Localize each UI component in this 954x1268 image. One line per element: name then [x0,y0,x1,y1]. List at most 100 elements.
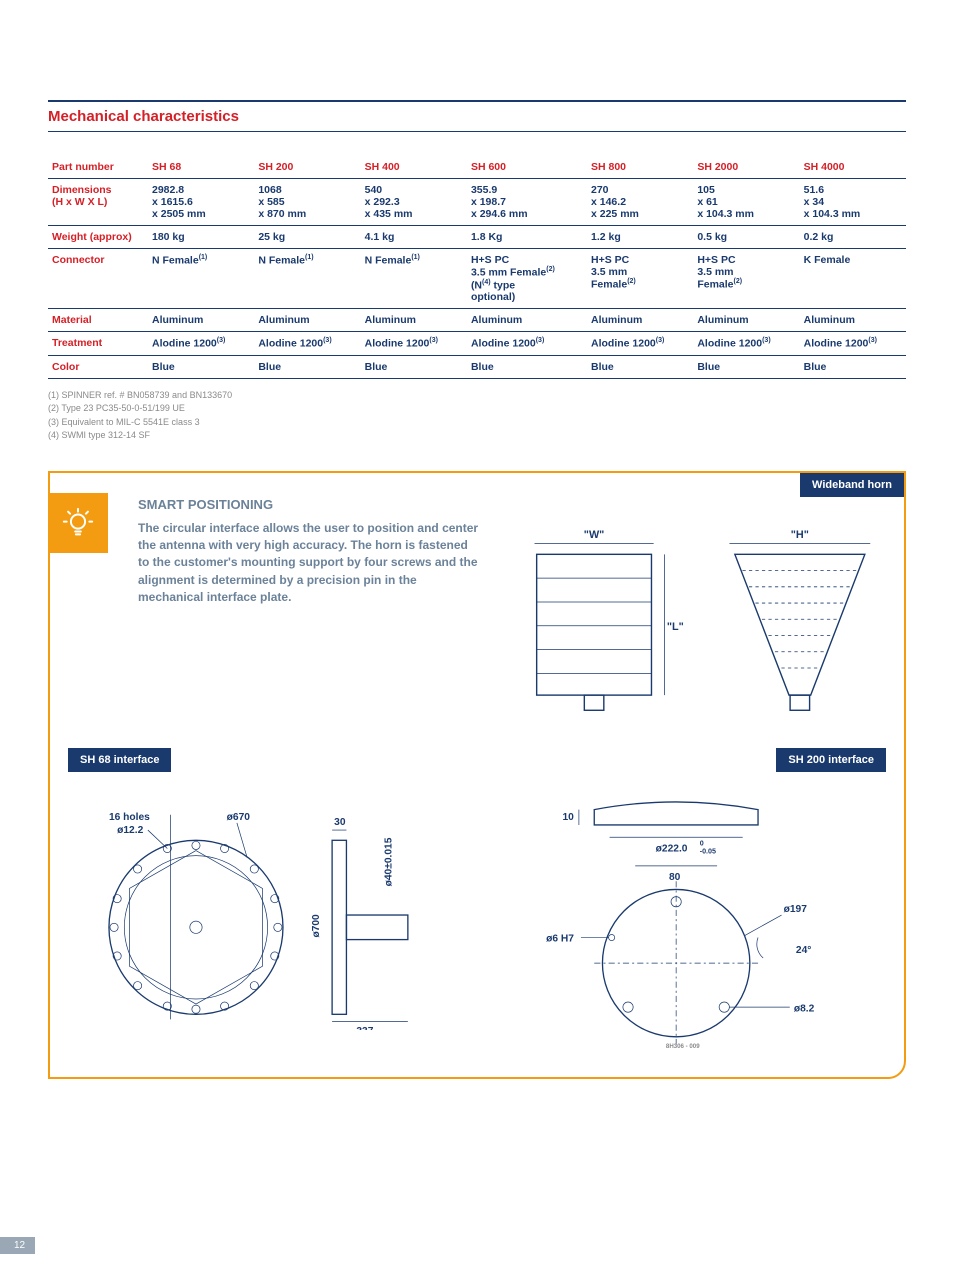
cell: 2982.8x 1615.6x 2505 mm [148,179,254,226]
sh68-w337: 337 [356,1026,373,1030]
cell: N Female(1) [148,249,254,309]
lightbulb-icon [48,493,108,553]
svg-text:-0.05: -0.05 [700,848,716,856]
cell: 25 kg [254,226,360,249]
footnote: (1) SPINNER ref. # BN058739 and BN133670 [48,389,906,403]
row-label-dim-t: Dimensions [52,184,112,196]
col-head: SH 600 [467,156,587,179]
cell: Aluminum [587,309,693,332]
cell: 1.2 kg [587,226,693,249]
col-head: SH 400 [361,156,467,179]
col-head: SH 68 [148,156,254,179]
page-number: 12 [0,1237,35,1254]
cell: 355.9x 198.7x 294.6 mm [467,179,587,226]
cell: 1068x 585x 870 mm [254,179,360,226]
horn-h-label: "H" [791,529,809,541]
cell: Blue [254,355,360,378]
cell: Alodine 1200(3) [587,332,693,356]
cell: Alodine 1200(3) [254,332,360,356]
cell: Alodine 1200(3) [148,332,254,356]
cell: 4.1 kg [361,226,467,249]
sh200-d82: ø8.2 [794,1003,815,1014]
cell: 1.8 Kg [467,226,587,249]
sh200-t10: 10 [563,812,575,823]
table-row: Weight (approx) 180 kg 25 kg 4.1 kg 1.8 … [48,226,906,249]
sh68-interface: SH 68 interface [68,748,457,1053]
sh200-ang24: 24° [796,945,811,956]
cell: Blue [693,355,799,378]
cell: Aluminum [254,309,360,332]
sh68-holes-dia: ø12.2 [117,825,143,836]
svg-text:8H306 - 009: 8H306 - 009 [666,1043,700,1050]
table-row: Connector N Female(1) N Female(1) N Fema… [48,249,906,309]
row-label-partnum: Part number [48,156,148,179]
table-row: Color Blue Blue Blue Blue Blue Blue Blue [48,355,906,378]
table-row: Treatment Alodine 1200(3) Alodine 1200(3… [48,332,906,356]
col-head: SH 2000 [693,156,799,179]
cell: Blue [467,355,587,378]
svg-text:0: 0 [700,840,704,848]
footnotes: (1) SPINNER ref. # BN058739 and BN133670… [48,389,906,443]
row-label-color: Color [48,355,148,378]
sh200-d197: ø197 [784,904,808,915]
smart-body: The circular interface allows the user t… [138,520,478,607]
row-label-connector: Connector [48,249,148,309]
col-head: SH 4000 [800,156,906,179]
cell: Alodine 1200(3) [467,332,587,356]
section-title: Mechanical characteristics [48,100,906,132]
horn-tag: Wideband horn [800,473,904,497]
cell: 0.5 kg [693,226,799,249]
horn-l-label: "L" [667,621,684,633]
footnote: (2) Type 23 PC35-50-0-51/199 UE [48,402,906,416]
row-label-dim: Dimensions (H x W X L) [48,179,148,226]
cell: N Female(1) [361,249,467,309]
sh200-d6: ø6 H7 [546,934,574,945]
sh68-d670: ø670 [227,812,251,823]
row-label-treatment: Treatment [48,332,148,356]
smart-title: SMART POSITIONING [138,497,478,512]
cell: 51.6x 34x 104.3 mm [800,179,906,226]
cell: Blue [587,355,693,378]
footnote: (4) SWMI type 312-14 SF [48,429,906,443]
sh68-tol: ø40±0.015 [383,837,394,886]
sh200-w80: 80 [669,872,681,883]
cell: H+S PC3.5 mmFemale(2) [693,249,799,309]
spec-table: Part number SH 68 SH 200 SH 400 SH 600 S… [48,156,906,379]
row-label-material: Material [48,309,148,332]
horn-diagram: Wideband horn "W" "L" "H" [494,473,904,749]
cell: Alodine 1200(3) [800,332,906,356]
cell: 105x 61x 104.3 mm [693,179,799,226]
cell: Aluminum [800,309,906,332]
col-head: SH 800 [587,156,693,179]
cell: Aluminum [693,309,799,332]
cell: 180 kg [148,226,254,249]
cell: Alodine 1200(3) [693,332,799,356]
cell: Blue [148,355,254,378]
cell: 270x 146.2x 225 mm [587,179,693,226]
cell: Aluminum [361,309,467,332]
cell: H+S PC3.5 mmFemale(2) [587,249,693,309]
footnote: (3) Equivalent to MIL-C 5541E class 3 [48,416,906,430]
cell: N Female(1) [254,249,360,309]
cell: 540x 292.3x 435 mm [361,179,467,226]
sh68-h30: 30 [334,817,346,828]
cell: 0.2 kg [800,226,906,249]
table-row: Material Aluminum Aluminum Aluminum Alum… [48,309,906,332]
horn-w-label: "W" [584,529,605,541]
sh200-interface: SH 200 interface 10 ø222.0 0 -0.05 80 [497,748,886,1053]
cell: Blue [800,355,906,378]
table-row: Dimensions (H x W X L) 2982.8x 1615.6x 2… [48,179,906,226]
cell: H+S PC3.5 mm Female(2)(N(4) typeoptional… [467,249,587,309]
sh68-d700: ø700 [311,914,322,938]
table-row: Part number SH 68 SH 200 SH 400 SH 600 S… [48,156,906,179]
smart-positioning-block: SMART POSITIONING The circular interface… [48,471,906,1080]
cell: Alodine 1200(3) [361,332,467,356]
col-head: SH 200 [254,156,360,179]
cell: Blue [361,355,467,378]
sh68-tag: SH 68 interface [68,748,171,772]
cell: K Female [800,249,906,309]
sh200-tag: SH 200 interface [776,748,886,772]
cell: Aluminum [148,309,254,332]
row-label-weight: Weight (approx) [48,226,148,249]
row-label-dim-s: (H x W X L) [52,196,107,208]
